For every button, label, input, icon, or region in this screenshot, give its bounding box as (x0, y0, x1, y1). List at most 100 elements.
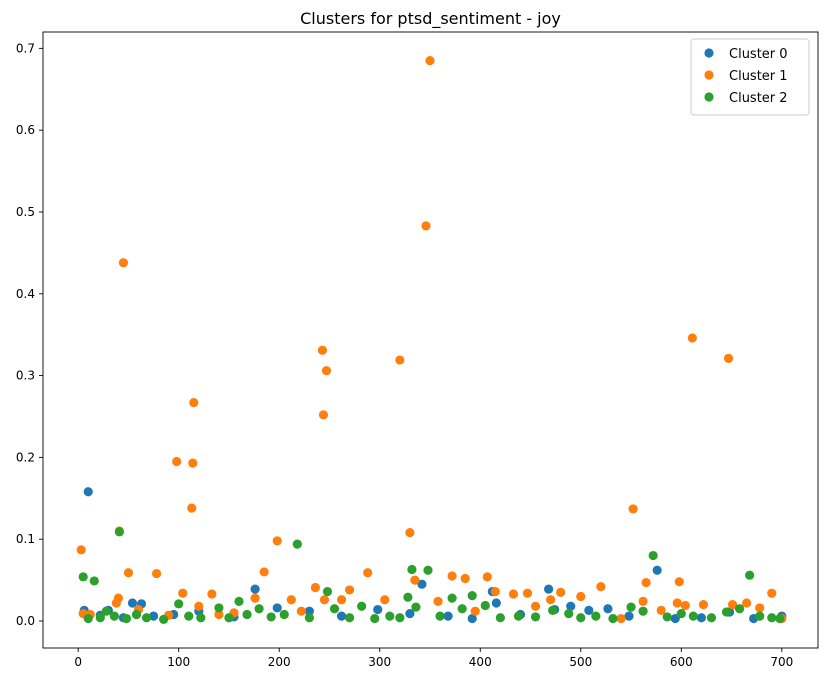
data-point (214, 609, 224, 620)
data-point (101, 606, 111, 616)
data-point (131, 609, 142, 620)
data-point (696, 613, 706, 623)
data-point (727, 600, 738, 610)
y-tick-label: 0.3 (16, 369, 35, 383)
data-point (207, 589, 217, 599)
data-point (457, 604, 467, 614)
data-point (723, 353, 734, 364)
data-point (417, 579, 427, 589)
data-point (95, 613, 105, 623)
x-tick-label: 300 (368, 655, 391, 669)
legend-marker (704, 92, 714, 102)
data-point (395, 355, 405, 365)
data-point (745, 570, 755, 580)
data-point (566, 601, 576, 611)
data-point (460, 573, 470, 584)
data-point (344, 585, 355, 595)
x-tick-label: 100 (167, 655, 190, 669)
data-point (178, 588, 188, 598)
data-point (742, 598, 752, 608)
data-point (224, 613, 234, 623)
x-tick-label: 400 (469, 655, 492, 669)
data-point (286, 595, 296, 605)
data-point (755, 603, 765, 613)
data-point (530, 601, 541, 611)
data-point (78, 572, 88, 582)
data-point (626, 602, 636, 612)
data-point (480, 600, 490, 611)
data-point (272, 536, 282, 546)
data-point (435, 611, 445, 621)
data-point (109, 611, 119, 621)
data-point (508, 589, 519, 599)
data-point (721, 607, 732, 617)
series-layer (76, 56, 787, 624)
data-point (118, 258, 129, 268)
data-point (123, 568, 134, 578)
data-point (172, 456, 182, 467)
data-point (706, 613, 717, 623)
data-point (174, 599, 184, 609)
data-point (250, 593, 260, 603)
x-tick-label: 0 (74, 655, 82, 669)
data-point (395, 613, 405, 623)
data-point (385, 611, 395, 621)
data-point (380, 595, 390, 605)
data-point (370, 613, 380, 624)
plot-border (42, 31, 819, 649)
data-point (652, 565, 662, 575)
data-point (405, 528, 415, 538)
data-point (467, 591, 477, 601)
data-point (576, 591, 586, 602)
x-tick-label: 700 (770, 655, 793, 669)
y-tick-label: 0.0 (16, 614, 35, 628)
x-tick-label: 500 (569, 655, 592, 669)
data-point (662, 612, 672, 622)
data-point (755, 611, 765, 621)
data-point (357, 601, 367, 611)
legend: Cluster 0 Cluster 1 Cluster 2 (690, 38, 810, 116)
data-point (544, 584, 554, 594)
data-point (584, 605, 594, 615)
legend-label: Cluster 2 (729, 91, 788, 106)
y-tick-label: 0.7 (16, 41, 35, 55)
data-point (425, 56, 435, 66)
data-point (194, 601, 204, 611)
data-point (638, 606, 648, 616)
data-point (410, 575, 420, 585)
data-point (242, 609, 252, 620)
data-point (319, 595, 330, 605)
data-point (184, 611, 194, 621)
data-point (447, 571, 457, 581)
data-point (189, 397, 199, 408)
series-1 (76, 56, 787, 624)
y-tick-label: 0.4 (16, 287, 35, 301)
data-point (491, 598, 501, 608)
data-point (530, 612, 541, 622)
legend-label: Cluster 0 (729, 47, 788, 62)
data-point (767, 613, 777, 623)
data-point (698, 600, 709, 610)
data-point (680, 600, 690, 611)
data-point (648, 550, 658, 561)
data-point (329, 604, 340, 614)
data-point (490, 586, 500, 597)
data-point (363, 568, 373, 578)
data-point (407, 564, 417, 575)
data-point (596, 582, 606, 592)
data-point (304, 613, 314, 623)
data-point (548, 605, 558, 615)
data-point (114, 527, 124, 537)
legend-label: Cluster 1 (729, 69, 788, 84)
data-point (234, 596, 244, 606)
data-point (304, 606, 314, 616)
y-tick-label: 0.2 (16, 450, 35, 464)
data-point (322, 586, 333, 597)
data-point (121, 613, 132, 624)
data-point (421, 221, 431, 231)
data-point (447, 593, 457, 603)
data-point (674, 577, 684, 587)
data-point (687, 333, 697, 343)
data-point (336, 611, 347, 621)
data-point (214, 603, 224, 613)
